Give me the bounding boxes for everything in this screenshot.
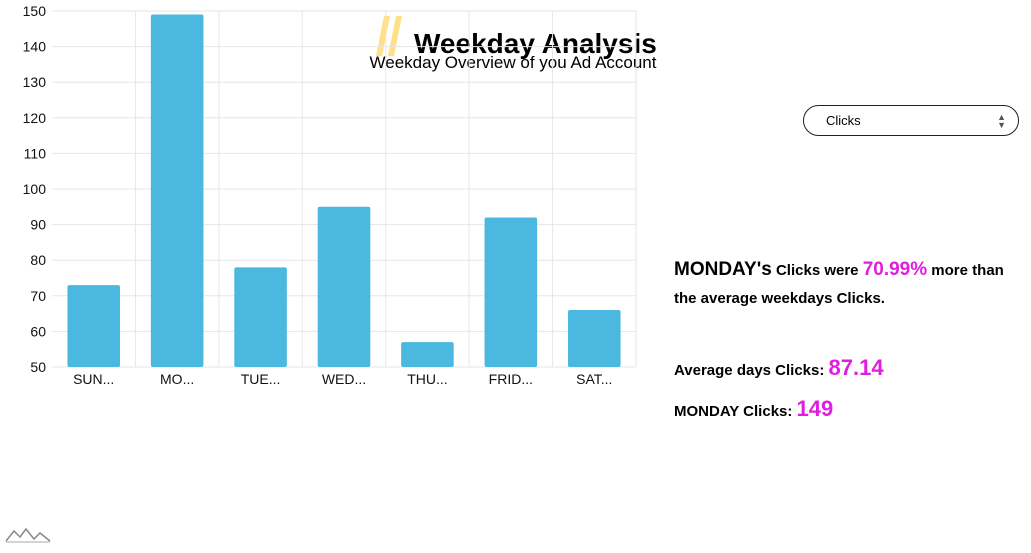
y-tick-label: 150 [23, 3, 47, 19]
page-title: Weekday Analysis [414, 28, 657, 59]
insight-percent: 70.99% [862, 259, 928, 280]
metric-select[interactable]: Clicks ▲ ▼ [803, 105, 1019, 136]
day-stat: MONDAY Clicks: 149 [674, 396, 833, 422]
bar [67, 285, 120, 367]
bar [401, 342, 454, 367]
y-tick-label: 50 [30, 359, 46, 375]
y-tick-label: 120 [23, 110, 47, 126]
y-tick-label: 140 [23, 39, 47, 55]
bar-chart: 150 140 130 120 110 100 90 80 70 60 50 SUN... MO... T… [0, 0, 650, 400]
insight-tail: more than the average weekdays Clicks. [674, 262, 1004, 307]
average-value: 87.14 [828, 355, 884, 380]
chart-logo-icon [5, 527, 51, 543]
select-arrows-icon: ▲ ▼ [997, 112, 1006, 130]
y-tick-label: 110 [24, 145, 47, 161]
y-tick-label: 130 [23, 74, 47, 90]
bar [568, 310, 621, 367]
x-tick-label: SAT... [576, 371, 612, 387]
average-label: Average days Clicks: [674, 362, 829, 379]
day-label: MONDAY Clicks: [674, 403, 797, 420]
page-subtitle: Weekday Overview of you Ad Account [369, 53, 657, 72]
day-value: 149 [796, 396, 834, 421]
double-slash-icon [376, 16, 402, 56]
insight-text: MONDAY's Clicks were 70.99% more than th… [674, 256, 1014, 313]
x-tick-label: FRID... [489, 371, 533, 387]
y-tick-label: 100 [23, 181, 47, 197]
x-tick-label: SUN... [73, 371, 114, 387]
insight-day: MONDAY's [674, 259, 772, 280]
average-stat: Average days Clicks: 87.14 [674, 355, 884, 381]
y-tick-label: 70 [30, 288, 46, 304]
y-tick-label: 90 [30, 217, 46, 233]
x-tick-label: MO... [160, 371, 194, 387]
bar [150, 14, 204, 368]
bar [484, 217, 538, 367]
x-tick-label: THU... [407, 371, 447, 387]
metric-select-value: Clicks [826, 113, 861, 128]
y-tick-label: 60 [30, 323, 46, 339]
y-tick-label: 80 [30, 252, 46, 268]
x-tick-label: TUE... [241, 371, 281, 387]
x-tick-label: WED... [322, 371, 366, 387]
insight-metric-phrase: Clicks were [771, 262, 863, 279]
bar [317, 206, 371, 367]
bar [234, 267, 287, 367]
bar-chart-svg: 150 140 130 120 110 100 90 80 70 60 50 SUN... MO... T… [23, 3, 637, 387]
title-row: Weekday Analysis [0, 14, 1031, 59]
